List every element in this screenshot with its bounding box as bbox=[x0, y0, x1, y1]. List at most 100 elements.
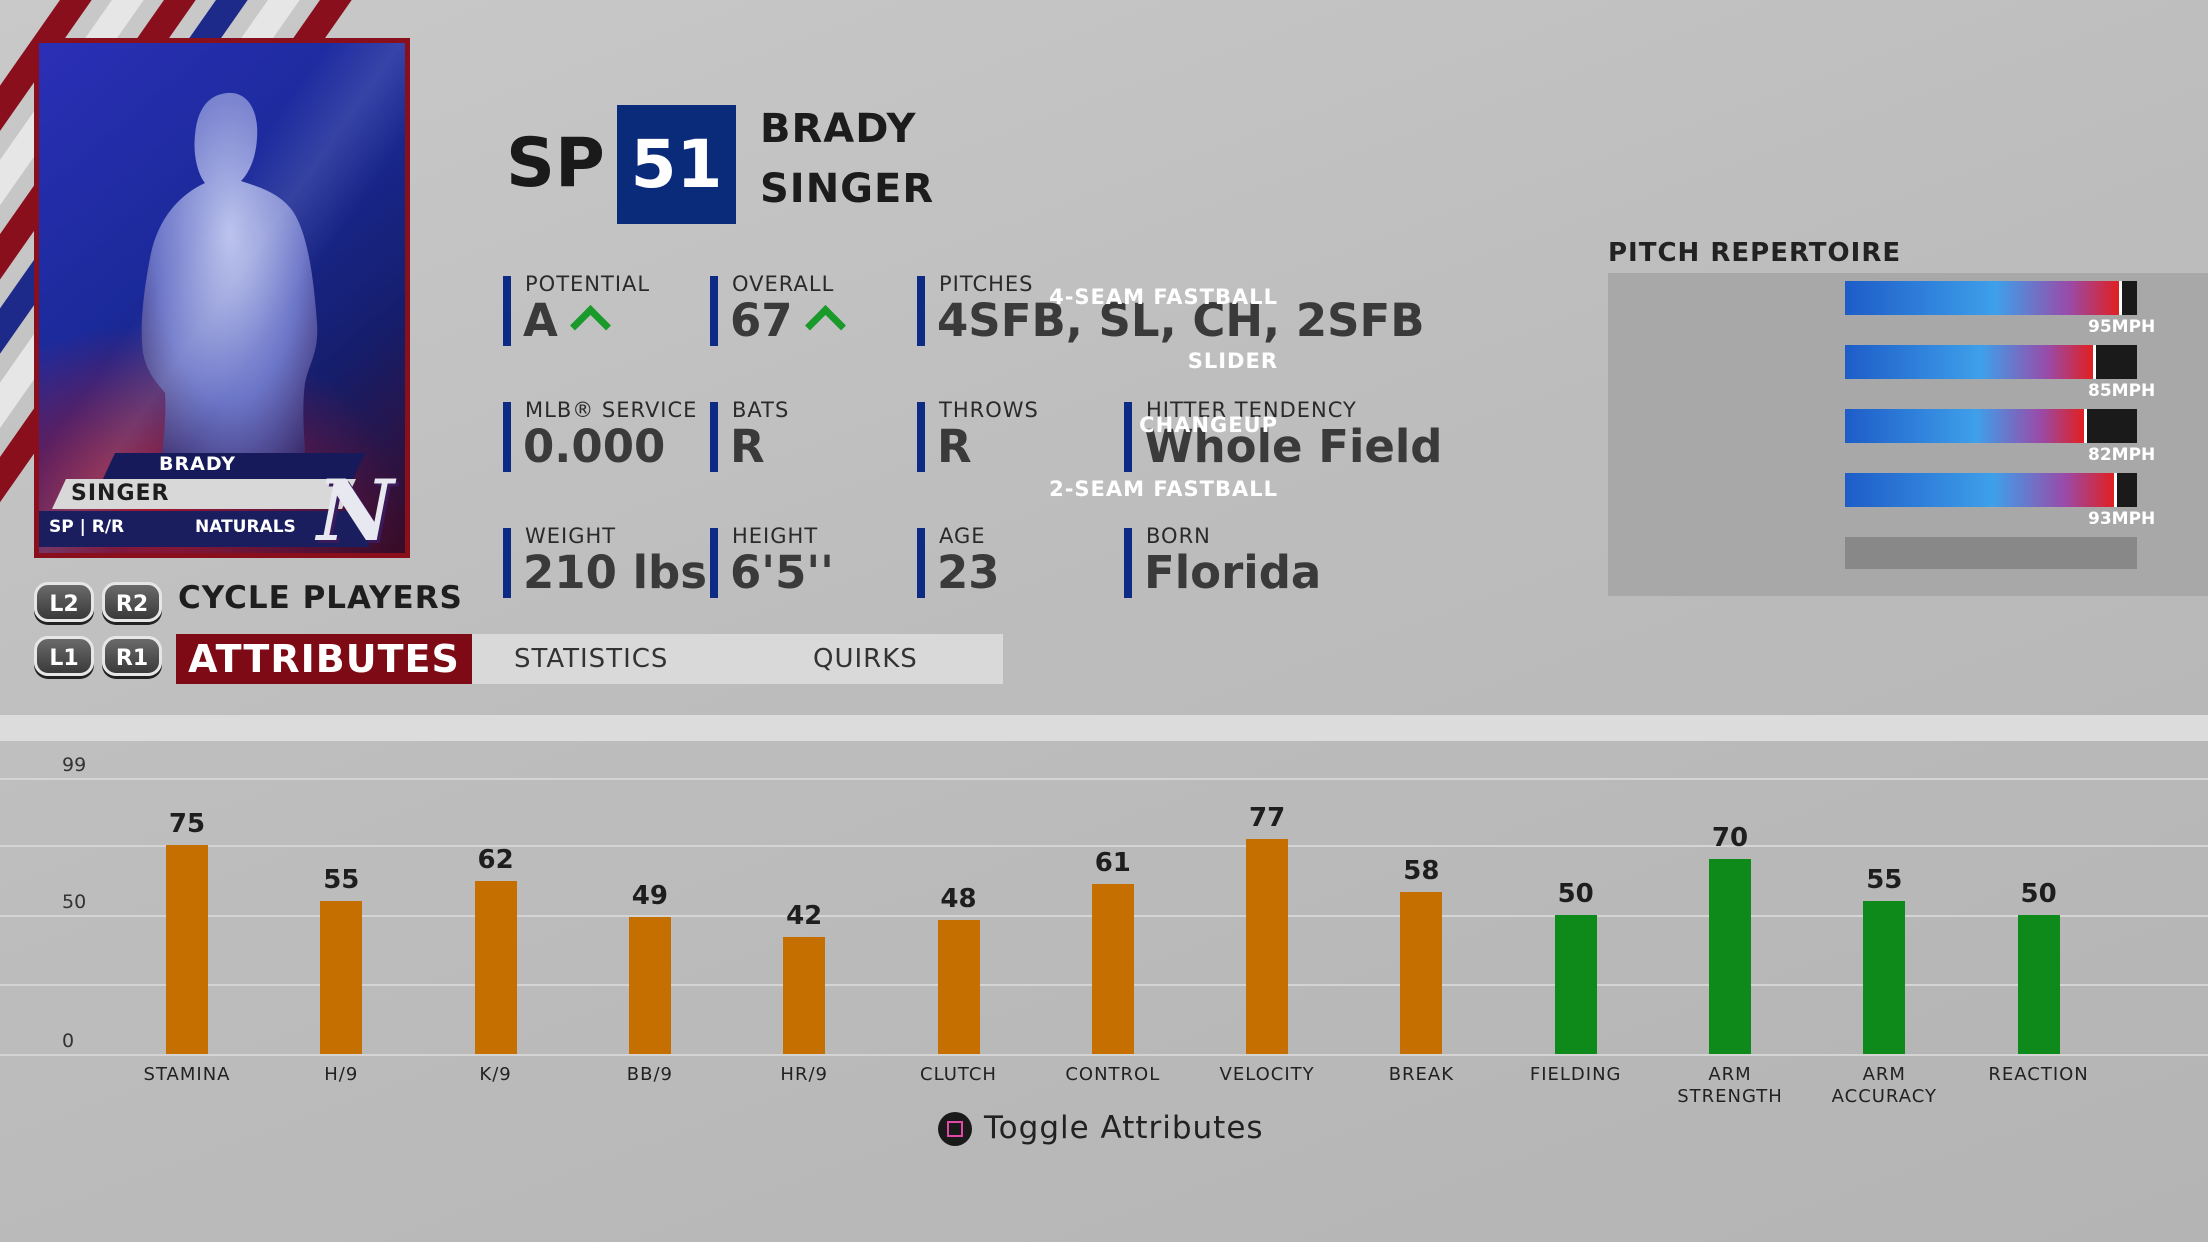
toggle-attributes-label[interactable]: Toggle Attributes bbox=[984, 1110, 1264, 1146]
card-last-name: SINGER bbox=[71, 481, 170, 506]
pitch-speed-tick bbox=[2084, 409, 2088, 443]
attribute-bar bbox=[628, 917, 671, 1054]
overall-value: 67 bbox=[730, 294, 793, 347]
attribute-value: 49 bbox=[631, 881, 668, 912]
attribute-label: H/9 bbox=[324, 1064, 359, 1085]
attribute-value: 70 bbox=[1711, 822, 1749, 853]
player-position: SP bbox=[506, 124, 605, 203]
pitch-name: 2-SEAM FASTBALL bbox=[1049, 477, 1278, 501]
pitches-value: 4SFB, SL, CH, 2SFB bbox=[937, 294, 1425, 347]
attribute-bar bbox=[320, 900, 363, 1054]
tab-quirks[interactable]: QUIRKS bbox=[813, 644, 918, 674]
attribute-value: 77 bbox=[1249, 803, 1286, 834]
r2-button[interactable]: R2 bbox=[102, 582, 162, 622]
pitch-speed-fill bbox=[1845, 281, 2120, 315]
pitch-speed-bar bbox=[1845, 473, 2137, 507]
attribute-label: CONTROL bbox=[1065, 1064, 1161, 1085]
attribute-bar bbox=[2017, 914, 2060, 1054]
pitch-name: CHANGEUP bbox=[1139, 413, 1278, 437]
attribute-value: 58 bbox=[1403, 856, 1440, 887]
chart-gridline bbox=[0, 778, 2208, 780]
card-team: NATURALS bbox=[195, 517, 296, 537]
pitch-speed-bar bbox=[1845, 281, 2137, 315]
attribute-bar bbox=[937, 920, 980, 1054]
player-card[interactable]: BRADY SINGER SP | R/R NATURALS N bbox=[34, 38, 410, 558]
attribute-value: 61 bbox=[1094, 847, 1131, 878]
attribute-bar bbox=[474, 881, 517, 1054]
r1-button[interactable]: R1 bbox=[102, 636, 162, 676]
attribute-value: 50 bbox=[2020, 878, 2057, 909]
hitter-tendency-value: Whole Field bbox=[1144, 420, 1443, 473]
tab-bar bbox=[472, 634, 1003, 684]
pitch-repertoire-title: PITCH REPERTOIRE bbox=[1608, 238, 1902, 268]
chart-gridline bbox=[0, 844, 2208, 847]
pitch-mph: 82MPH bbox=[2088, 445, 2156, 465]
attribute-bar bbox=[1709, 858, 1751, 1054]
l2-button[interactable]: L2 bbox=[34, 582, 94, 622]
square-button-icon[interactable] bbox=[938, 1112, 972, 1146]
height-value: 6'5'' bbox=[730, 546, 834, 599]
chart-header-band bbox=[0, 715, 2208, 741]
attribute-value: 75 bbox=[168, 808, 206, 839]
service-value: 0.000 bbox=[523, 420, 666, 473]
attribute-value: 55 bbox=[323, 864, 360, 895]
player-last-name: SINGER bbox=[760, 166, 935, 212]
attribute-bar bbox=[1246, 839, 1289, 1054]
pitch-name: SLIDER bbox=[1187, 349, 1278, 373]
pitch-mph: 85MPH bbox=[2088, 381, 2156, 401]
cycle-players-label: CYCLE PLAYERS bbox=[178, 580, 463, 616]
attribute-bar bbox=[166, 844, 208, 1054]
tab-statistics[interactable]: STATISTICS bbox=[514, 644, 669, 674]
tab-attributes[interactable]: ATTRIBUTES bbox=[176, 634, 472, 684]
pitch-speed-fill bbox=[1845, 345, 2094, 379]
y-tick-label: 0 bbox=[62, 1030, 75, 1052]
potential-value: A bbox=[523, 294, 558, 347]
born-value: Florida bbox=[1144, 546, 1322, 599]
attribute-value: 55 bbox=[1866, 864, 1903, 895]
trend-up-icon bbox=[804, 304, 846, 347]
attribute-bar bbox=[1863, 900, 1906, 1054]
card-position: SP | R/R bbox=[49, 517, 125, 537]
attribute-bar bbox=[1554, 914, 1597, 1054]
y-tick-label: 99 bbox=[62, 754, 87, 776]
attribute-label: BB/9 bbox=[626, 1064, 673, 1085]
pitch-speed-tick bbox=[2119, 281, 2123, 315]
empty-pitch-slot bbox=[1845, 537, 2137, 569]
attribute-label: ARM STRENGTH bbox=[1677, 1064, 1783, 1107]
pitch-speed-fill bbox=[1845, 473, 2114, 507]
weight-value: 210 lbs bbox=[523, 546, 708, 599]
attribute-label: K/9 bbox=[479, 1064, 512, 1085]
team-logo-icon: N bbox=[317, 461, 394, 558]
pitch-mph: 93MPH bbox=[2088, 509, 2156, 529]
pitch-speed-tick bbox=[2093, 345, 2097, 379]
throws-value: R bbox=[937, 420, 972, 473]
attribute-value: 42 bbox=[786, 900, 823, 931]
bats-value: R bbox=[730, 420, 765, 473]
pitch-speed-tick bbox=[2113, 473, 2117, 507]
attribute-bar bbox=[1400, 892, 1443, 1054]
pitch-speed-bar bbox=[1845, 345, 2137, 379]
attribute-label: FIELDING bbox=[1529, 1064, 1622, 1085]
trend-up-icon bbox=[569, 304, 611, 347]
attribute-bar bbox=[1091, 883, 1134, 1054]
y-tick-label: 50 bbox=[62, 890, 87, 913]
chart-gridline bbox=[0, 1054, 2208, 1056]
attribute-label: BREAK bbox=[1388, 1064, 1455, 1085]
player-number: 51 bbox=[617, 105, 736, 224]
pitch-speed-fill bbox=[1845, 409, 2085, 443]
pitch-speed-bar bbox=[1845, 409, 2137, 443]
attribute-bar bbox=[783, 936, 826, 1054]
attribute-value: 48 bbox=[940, 884, 977, 915]
attribute-label: REACTION bbox=[1988, 1064, 2089, 1085]
attribute-value: 62 bbox=[477, 845, 514, 876]
attribute-label: CLUTCH bbox=[920, 1064, 997, 1085]
player-first-name: BRADY bbox=[760, 106, 917, 152]
attribute-label: HR/9 bbox=[780, 1064, 828, 1085]
l1-button[interactable]: L1 bbox=[34, 636, 94, 676]
player-silhouette-icon bbox=[141, 92, 318, 493]
pitch-name: 4-SEAM FASTBALL bbox=[1049, 285, 1278, 309]
attribute-label: STAMINA bbox=[143, 1064, 231, 1085]
age-value: 23 bbox=[937, 546, 1000, 599]
pitch-mph: 95MPH bbox=[2088, 317, 2156, 337]
card-first-name: BRADY bbox=[159, 453, 236, 475]
